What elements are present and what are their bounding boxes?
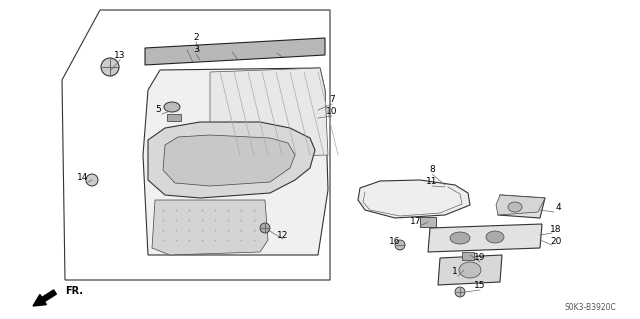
Text: 10: 10 <box>326 108 338 116</box>
Text: 2: 2 <box>193 33 199 42</box>
Polygon shape <box>496 195 545 215</box>
Text: 15: 15 <box>474 281 486 291</box>
Text: 13: 13 <box>115 50 125 60</box>
Ellipse shape <box>508 202 522 212</box>
Circle shape <box>260 223 270 233</box>
FancyArrow shape <box>33 290 56 306</box>
Text: 7: 7 <box>329 95 335 105</box>
Circle shape <box>86 174 98 186</box>
Text: 19: 19 <box>474 254 486 263</box>
Text: 5: 5 <box>155 106 161 115</box>
Polygon shape <box>358 180 470 218</box>
Polygon shape <box>163 135 295 186</box>
Text: 16: 16 <box>389 236 401 246</box>
Ellipse shape <box>164 102 180 112</box>
Bar <box>167 114 181 121</box>
Ellipse shape <box>459 262 481 278</box>
Text: FR.: FR. <box>65 286 83 296</box>
Text: 12: 12 <box>277 231 289 240</box>
Polygon shape <box>148 122 315 198</box>
Text: S0K3-B3920C: S0K3-B3920C <box>564 303 616 313</box>
Ellipse shape <box>450 232 470 244</box>
Text: 8: 8 <box>429 166 435 174</box>
Text: 3: 3 <box>193 46 199 55</box>
Polygon shape <box>210 68 328 158</box>
Circle shape <box>455 287 465 297</box>
Polygon shape <box>152 200 268 255</box>
Text: 4: 4 <box>555 204 561 212</box>
Polygon shape <box>145 38 325 65</box>
Text: 20: 20 <box>550 236 562 246</box>
Circle shape <box>101 58 119 76</box>
Polygon shape <box>438 255 502 285</box>
Text: 18: 18 <box>550 225 562 234</box>
Circle shape <box>395 240 405 250</box>
Text: 11: 11 <box>426 177 438 187</box>
Text: 17: 17 <box>410 218 422 226</box>
Bar <box>462 252 474 260</box>
Ellipse shape <box>486 231 504 243</box>
Text: 1: 1 <box>452 268 458 277</box>
Polygon shape <box>143 68 328 255</box>
Text: 14: 14 <box>77 174 89 182</box>
Polygon shape <box>498 195 545 218</box>
Bar <box>420 217 436 227</box>
Polygon shape <box>428 224 542 252</box>
